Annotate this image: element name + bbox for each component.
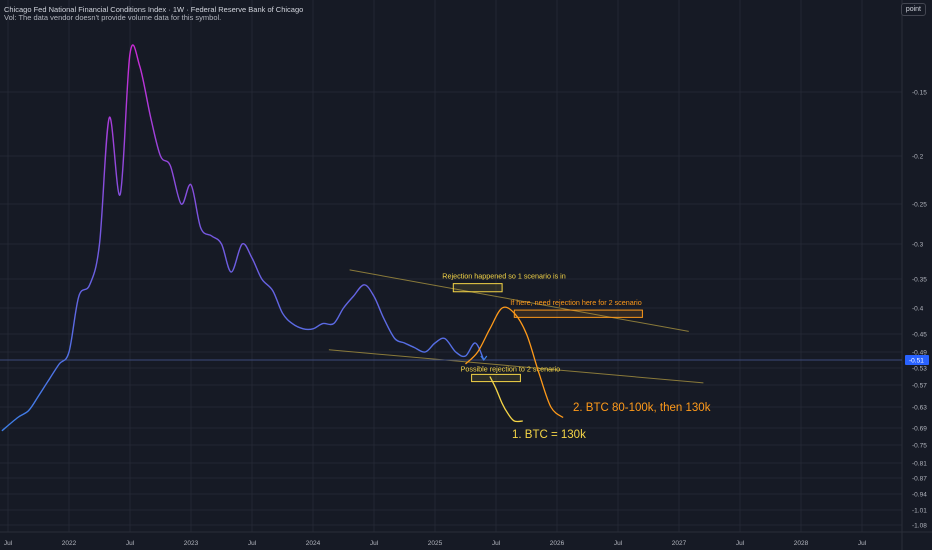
last-price-label: -0.51 (909, 358, 924, 365)
y-tick-label: -0.49 (912, 350, 927, 357)
projection-label: 1. BTC = 130k (512, 429, 586, 441)
y-tick-label: -0.15 (912, 90, 927, 97)
zone-box (513, 309, 643, 318)
y-axis: -0.15-0.2-0.25-0.3-0.35-0.4-0.45-0.49-0.… (905, 90, 929, 530)
index-line (1, 44, 485, 432)
trendline (328, 349, 704, 384)
zone-label: Possible rejection to 2 scenario (461, 364, 560, 373)
zone-label: If here, need rejection here for 2 scena… (510, 298, 641, 307)
x-tick-label: Jul (4, 540, 13, 547)
projection-path (489, 376, 523, 423)
x-tick-label: 2023 (184, 540, 199, 547)
x-tick-label: 2025 (428, 540, 443, 547)
x-tick-label: Jul (736, 540, 745, 547)
y-tick-label: -0.81 (912, 461, 927, 468)
scale-mode-button[interactable]: point (900, 3, 926, 16)
projection-path (465, 306, 564, 419)
y-tick-label: -0.53 (912, 366, 927, 373)
x-tick-label: Jul (492, 540, 501, 547)
annotation-zones: Rejection happened so 1 scenario is in If… (442, 272, 643, 383)
x-tick-label: 2026 (550, 540, 565, 547)
x-tick-label: Jul (614, 540, 623, 547)
y-tick-label: -0.3 (912, 242, 924, 249)
zone-label: Rejection happened so 1 scenario is in (442, 272, 565, 281)
last-price-marker (905, 355, 929, 365)
x-tick-label: 2024 (306, 540, 321, 547)
zone-box (471, 373, 521, 383)
y-tick-label: -0.45 (912, 332, 927, 339)
y-tick-label: -0.4 (912, 306, 924, 313)
y-tick-label: -0.94 (912, 492, 927, 499)
y-tick-label: -0.25 (912, 202, 927, 209)
y-tick-label: -0.69 (912, 426, 927, 433)
y-tick-label: -0.57 (912, 383, 927, 390)
volume-note: Vol: The data vendor doesn't provide vol… (4, 13, 222, 22)
symbol-title: Chicago Fed National Financial Condition… (4, 5, 304, 14)
trendlines (328, 269, 704, 384)
x-tick-label: Jul (126, 540, 135, 547)
x-tick-label: 2022 (62, 540, 77, 547)
projection-paths: 1. BTC = 130k 2. BTC 80-100k, then 130k (465, 306, 711, 441)
y-tick-label: -0.35 (912, 277, 927, 284)
x-axis: Jul 2022 Jul 2023 Jul 2024 Jul 2025 Jul 2026 Jul 20… (4, 540, 867, 547)
projection-label: 2. BTC 80-100k, then 130k (573, 402, 711, 414)
y-tick-label: -0.75 (912, 443, 927, 450)
arrow-head-icon (480, 355, 488, 361)
zone-box (452, 283, 503, 293)
x-tick-label: Jul (858, 540, 867, 547)
y-tick-label: -1.08 (912, 523, 927, 530)
index-series (1, 44, 488, 432)
trendline (349, 269, 689, 332)
x-tick-label: 2028 (794, 540, 809, 547)
x-tick-label: 2027 (672, 540, 687, 547)
y-tick-label: -0.63 (912, 405, 927, 412)
y-tick-label: -1.01 (912, 508, 927, 515)
x-tick-label: Jul (370, 540, 379, 547)
y-tick-label: -0.87 (912, 476, 927, 483)
x-tick-label: Jul (248, 540, 257, 547)
y-tick-label: -0.2 (912, 154, 924, 161)
